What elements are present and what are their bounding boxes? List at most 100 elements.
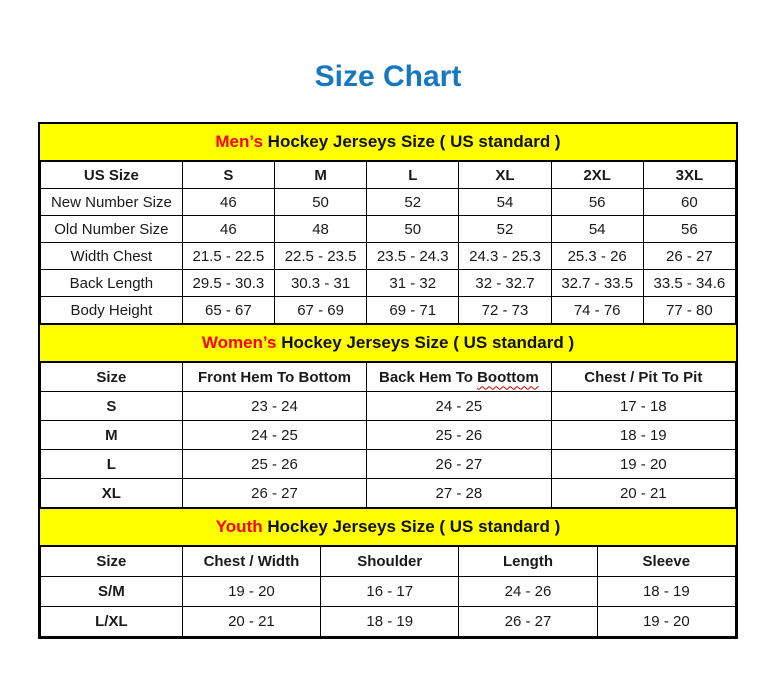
column-header: Size [40,546,183,577]
row-label: L/XL [40,606,183,637]
size-value: 19 - 20 [596,606,737,637]
size-value: 24 - 25 [366,391,552,421]
row-label: Width Chest [40,242,183,270]
size-value: 54 [550,215,644,243]
table-row: Width Chest 21.5 - 22.5 22.5 - 23.5 23.5 - … [40,242,737,270]
size-value: 52 [366,188,460,216]
size-value: 29.5 - 30.3 [181,269,275,297]
size-value: 18 - 19 [320,606,460,637]
womens-table-title-band: Women’s Hockey Jerseys Size ( US standar… [40,324,736,362]
table-row: Old Number Size 46 48 50 52 54 56 [40,215,737,243]
size-value: 23 - 24 [181,391,368,421]
youth-band-rest: Hockey Jerseys Size ( US standard ) [267,517,561,536]
row-label: Old Number Size [40,215,183,243]
column-header: XL [458,161,552,189]
header-row: Size Chest / Width Shoulder Length Sleeve [40,546,737,577]
row-label: M [40,420,183,450]
youth-size-table: Size Chest / Width Shoulder Length Sleeve S/M… [40,546,737,637]
size-value: 31 - 32 [366,269,460,297]
column-header: 2XL [550,161,644,189]
row-label: L [40,449,183,479]
row-label: New Number Size [40,188,183,216]
table-row: Back Length 29.5 - 30.3 30.3 - 31 31 - 32 32… [40,269,737,297]
size-value: 23.5 - 24.3 [366,242,460,270]
header-row: Size Front Hem To Bottom Back Hem To Boott… [40,362,737,392]
column-header: Back Hem To Boottom [366,362,552,392]
size-value: 50 [273,188,368,216]
column-header: Chest / Pit To Pit [550,362,737,392]
row-label: XL [40,478,183,508]
table-row: L 25 - 26 26 - 27 19 - 20 [40,449,737,479]
size-value: 20 - 21 [550,478,737,508]
size-value: 52 [458,215,552,243]
table-row: Body Height 65 - 67 67 - 69 69 - 71 72 - 73 7… [40,296,737,324]
size-value: 33.5 - 34.6 [642,269,737,297]
size-value: 60 [642,188,737,216]
size-value: 18 - 19 [596,576,737,607]
size-value: 69 - 71 [366,296,460,324]
column-header: S [181,161,275,189]
size-value: 21.5 - 22.5 [181,242,275,270]
size-value: 25 - 26 [181,449,368,479]
column-header: Shoulder [320,546,460,577]
size-value: 46 [181,188,275,216]
size-value: 25.3 - 26 [550,242,644,270]
table-row: XL 26 - 27 27 - 28 20 - 21 [40,478,737,508]
mens-table-title-band: Men’s Hockey Jerseys Size ( US standard … [40,124,736,161]
size-value: 77 - 80 [642,296,737,324]
size-value: 17 - 18 [550,391,737,421]
size-value: 24 - 26 [458,576,598,607]
size-value: 18 - 19 [550,420,737,450]
table-row: M 24 - 25 25 - 26 18 - 19 [40,420,737,450]
column-header: Sleeve [596,546,737,577]
size-value: 22.5 - 23.5 [273,242,368,270]
table-row: New Number Size 46 50 52 54 56 60 [40,188,737,216]
row-label: S/M [40,576,183,607]
size-value: 65 - 67 [181,296,275,324]
mens-band-rest: Hockey Jerseys Size ( US standard ) [267,132,561,151]
row-label: Body Height [40,296,183,324]
column-header: Chest / Width [181,546,322,577]
size-value: 46 [181,215,275,243]
column-header: 3XL [642,161,737,189]
mens-size-table: US Size S M L XL 2XL 3XL New Number Size 46 50 52 5… [40,161,737,324]
misspelled-word: Boottom [477,368,539,386]
youth-band-highlight: Youth [215,517,263,536]
column-header: US Size [40,161,183,189]
size-value: 50 [366,215,460,243]
page-title: Size Chart [314,60,462,93]
size-value: 56 [550,188,644,216]
size-value: 48 [273,215,368,243]
size-value: 26 - 27 [642,242,737,270]
size-value: 16 - 17 [320,576,460,607]
size-value: 25 - 26 [366,420,552,450]
size-value: 56 [642,215,737,243]
size-value: 26 - 27 [458,606,598,637]
womens-band-rest: Hockey Jerseys Size ( US standard ) [281,333,575,352]
size-value: 72 - 73 [458,296,552,324]
column-header: Length [458,546,598,577]
size-value: 19 - 20 [181,576,322,607]
column-header: M [273,161,368,189]
size-value: 24 - 25 [181,420,368,450]
womens-size-table: Size Front Hem To Bottom Back Hem To Boott… [40,362,737,508]
size-value: 27 - 28 [366,478,552,508]
row-label: Back Length [40,269,183,297]
womens-band-highlight: Women’s [201,333,277,352]
size-value: 19 - 20 [550,449,737,479]
size-value: 32.7 - 33.5 [550,269,644,297]
size-value: 26 - 27 [366,449,552,479]
column-header: Size [40,362,183,392]
size-value: 30.3 - 31 [273,269,368,297]
column-header: Front Hem To Bottom [181,362,368,392]
size-value: 26 - 27 [181,478,368,508]
size-value: 74 - 76 [550,296,644,324]
size-value: 67 - 69 [273,296,368,324]
size-value: 24.3 - 25.3 [458,242,552,270]
table-row: L/XL 20 - 21 18 - 19 26 - 27 19 - 20 [40,606,737,637]
table-row: S/M 19 - 20 16 - 17 24 - 26 18 - 19 [40,576,737,607]
size-value: 32 - 32.7 [458,269,552,297]
table-row: S 23 - 24 24 - 25 17 - 18 [40,391,737,421]
row-label: S [40,391,183,421]
